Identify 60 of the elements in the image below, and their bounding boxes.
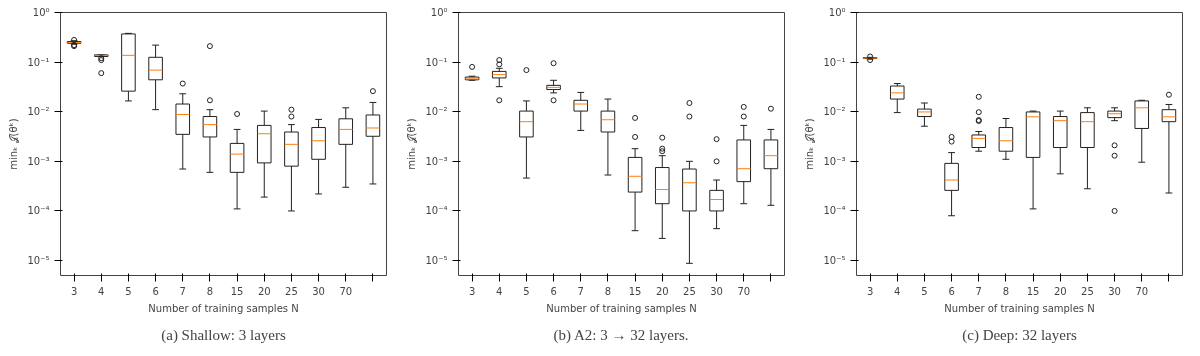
y-tick-label: 10⁻¹: [425, 56, 448, 68]
x-tick-label: 4: [496, 285, 503, 297]
y-tick-label: 10⁻²: [27, 106, 50, 118]
y-tick-label: 10⁻³: [823, 155, 846, 167]
x-tick-label: 8: [206, 285, 214, 297]
x-axis-title: Number of training samples N: [944, 302, 1095, 314]
x-tick-label: 25: [285, 285, 298, 297]
y-tick-label: 10⁻⁵: [27, 255, 50, 267]
y-tick-label: 10⁰: [32, 7, 50, 18]
x-tick-label: 20: [1053, 285, 1067, 297]
x-tick-label: 70: [737, 285, 751, 297]
x-tick-label: 5: [125, 285, 132, 297]
y-tick-label: 10⁻⁵: [425, 255, 448, 267]
x-tick-label: 3: [70, 285, 78, 297]
text: (b) A2: 3 → 32 layers.: [553, 326, 689, 344]
x-tick-label: 30: [312, 285, 325, 297]
x-tick-label: 15: [628, 285, 642, 297]
x-tick-label: 20: [257, 285, 271, 297]
y-axis-title: minₖ 𝒥(θᵏ): [804, 118, 816, 170]
y-axis-title: minₖ 𝒥(θᵏ): [8, 118, 20, 170]
y-axis-title: minₖ 𝒥(θᵏ): [406, 118, 418, 170]
x-tick-label: 7: [577, 285, 584, 297]
x-tick-label: 6: [550, 285, 557, 297]
x-tick-label: 3: [468, 285, 476, 297]
x-tick-label: 8: [1002, 285, 1010, 297]
x-tick-label: 20: [655, 285, 669, 297]
x-tick-label: 4: [894, 285, 901, 297]
x-tick-label: 4: [98, 285, 105, 297]
x-tick-label: 7: [179, 285, 186, 297]
y-tick-label: 10⁻⁴: [823, 205, 846, 217]
y-tick-label: 10⁰: [430, 7, 448, 18]
x-tick-label: 6: [948, 285, 955, 297]
x-tick-label: 15: [230, 285, 244, 297]
x-tick-label: 7: [975, 285, 982, 297]
y-tick-label: 10⁰: [828, 7, 846, 18]
x-tick-label: 25: [1081, 285, 1094, 297]
text: (c) Deep: 32 layers: [962, 326, 1077, 344]
y-tick-label: 10⁻²: [823, 106, 846, 118]
x-tick-label: 30: [1108, 285, 1121, 297]
x-tick-label: 30: [710, 285, 723, 297]
y-tick-label: 10⁻¹: [823, 56, 846, 68]
x-axis-title: Number of training samples N: [546, 302, 697, 314]
x-tick-label: 8: [604, 285, 612, 297]
y-tick-label: 10⁻³: [27, 155, 50, 167]
x-tick-label: 70: [339, 285, 353, 297]
x-tick-label: 3: [866, 285, 874, 297]
x-tick-label: 6: [152, 285, 159, 297]
y-tick-label: 10⁻²: [425, 106, 448, 118]
x-tick-label: 70: [1135, 285, 1149, 297]
x-tick-label: 25: [683, 285, 696, 297]
y-tick-label: 10⁻¹: [27, 56, 50, 68]
x-tick-label: 15: [1026, 285, 1040, 297]
y-tick-label: 10⁻⁴: [27, 205, 50, 217]
x-tick-label: 5: [523, 285, 530, 297]
y-tick-label: 10⁻⁴: [425, 205, 448, 217]
text: (a) Shallow: 3 layers: [161, 326, 286, 344]
x-tick-label: 5: [921, 285, 928, 297]
y-tick-label: 10⁻³: [425, 155, 448, 167]
x-axis-title: Number of training samples N: [148, 302, 299, 314]
y-tick-label: 10⁻⁵: [823, 255, 846, 267]
